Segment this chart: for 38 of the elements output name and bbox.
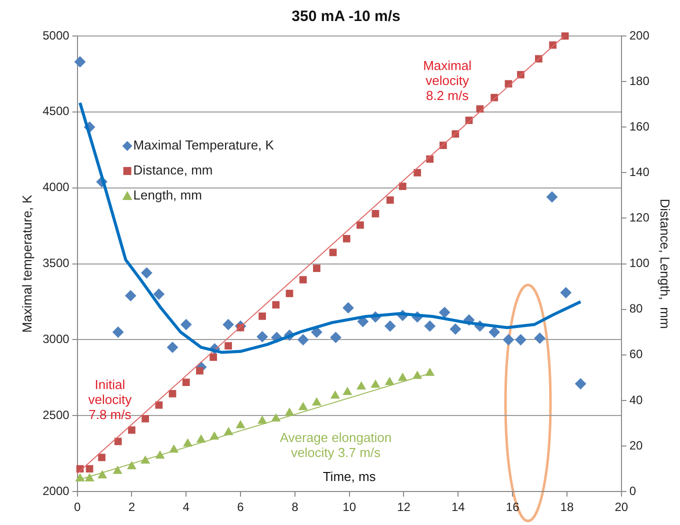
y2-tick-label: 0 [629, 484, 636, 498]
y-axis-title: Maximal temperature, K [19, 194, 34, 333]
annotation: Initial velocity 7.8 m/s [88, 377, 132, 422]
x-tick-label: 18 [560, 500, 574, 514]
y2-tick-label: 180 [629, 74, 650, 88]
y2-tick-label: 20 [629, 438, 644, 452]
legend-label: Length, mm [133, 188, 202, 203]
y2-tick-label: 40 [629, 392, 644, 407]
y-tick-label: 4000 [42, 180, 70, 194]
x-axis-title: Time, ms [322, 469, 376, 484]
x-tick-label: 4 [182, 500, 190, 514]
y2-axis-title: Distance, Length, mm [658, 198, 673, 329]
y-tick-label: 5000 [42, 28, 70, 42]
y-tick-label: 4500 [42, 104, 70, 118]
x-tick-label: 10 [342, 500, 356, 514]
annotation: Maximal velocity 8.2 m/s [423, 58, 472, 104]
x-tick-label: 2 [128, 500, 136, 514]
y2-tick-label: 60 [629, 347, 644, 362]
x-tick-label: 20 [614, 500, 628, 514]
y-tick-label: 3500 [42, 256, 70, 270]
annotation: Average elongation velocity 3.7 m/s [280, 430, 392, 460]
legend-label: Maximal Temperature, K [133, 138, 274, 153]
y2-tick-label: 80 [629, 302, 644, 316]
y2-tick-label: 140 [629, 164, 650, 179]
x-tick-label: 6 [237, 500, 244, 514]
x-tick-label: 14 [451, 500, 466, 514]
x-tick-label: 0 [74, 500, 81, 514]
y-tick-label: 2500 [42, 408, 70, 422]
y-tick-label: 3000 [42, 332, 70, 346]
x-tick-label: 12 [397, 500, 411, 514]
y-tick-label: 2000 [42, 484, 70, 498]
legend-label: Distance, mm [133, 162, 213, 178]
y2-tick-label: 200 [629, 28, 650, 42]
y2-tick-label: 160 [629, 119, 650, 134]
y2-tick-label: 120 [629, 210, 650, 225]
y2-tick-label: 100 [629, 256, 650, 270]
x-tick-label: 8 [292, 500, 299, 514]
chart-title: 350 mA -10 m/s [292, 8, 400, 26]
